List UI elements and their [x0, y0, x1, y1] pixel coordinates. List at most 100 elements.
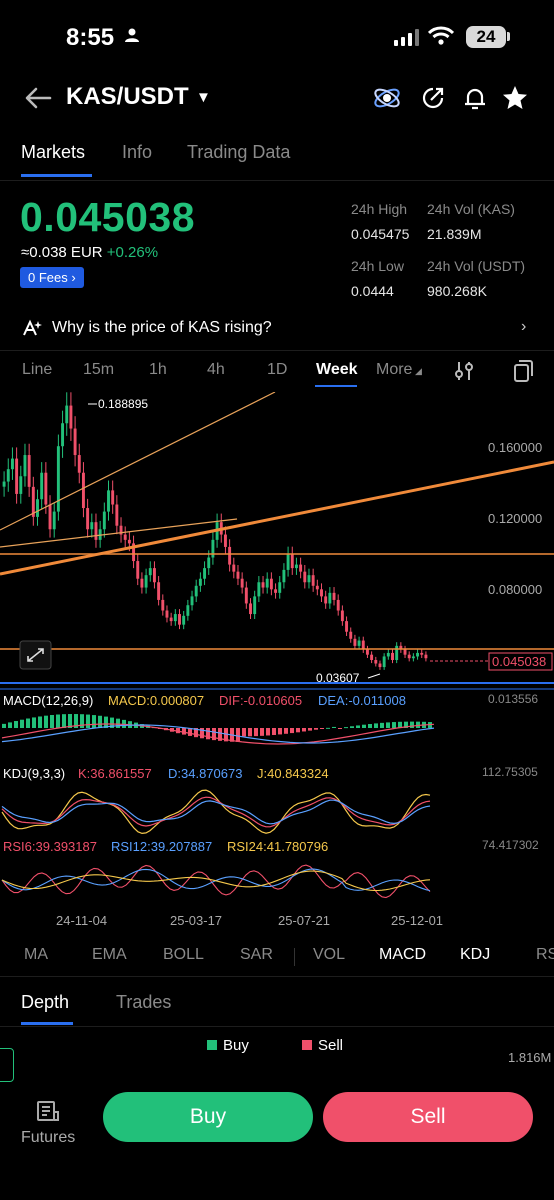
macd-bar [344, 727, 348, 729]
interval-underline [315, 385, 357, 387]
interval-bar: Line 15m 1h 4h 1D Week More ◢ [0, 355, 554, 391]
candle-body [203, 568, 207, 579]
candle-body [61, 423, 65, 447]
rsi-line [1, 870, 431, 892]
macd-bar [236, 728, 240, 742]
candle-body [161, 599, 165, 611]
interval-week[interactable]: Week [316, 361, 358, 378]
indicator-kdj[interactable]: KDJ [460, 946, 491, 963]
macd-bar [374, 723, 378, 728]
battery-tip [507, 32, 510, 41]
divider [0, 180, 554, 181]
candle-body [186, 605, 190, 616]
price-insight-bar[interactable]: Why is the price of KAS rising? › [0, 310, 554, 348]
candle-body [303, 571, 307, 583]
candle-body [236, 571, 240, 579]
copy-layout-icon[interactable] [512, 359, 534, 383]
candle-body [311, 575, 315, 586]
macd-bar [20, 719, 24, 728]
tab-markets[interactable]: Markets [21, 142, 86, 162]
macd-bar [248, 728, 252, 737]
indicator-macd[interactable]: MACD [379, 946, 427, 963]
kdj-d: D:34.870673 [168, 766, 242, 781]
interval-15m[interactable]: 15m [83, 361, 115, 378]
interval-4h[interactable]: 4h [207, 361, 225, 378]
futures-label[interactable]: Futures [21, 1129, 76, 1146]
divider [0, 976, 554, 977]
rsi12: RSI12:39.207887 [111, 839, 212, 854]
vol-usdt-label: 24h Vol (USDT) [427, 258, 526, 274]
macd-bar [350, 726, 354, 728]
indicator-rsi[interactable]: RS [536, 946, 554, 963]
trendline [0, 391, 276, 531]
macd-bar [116, 718, 120, 728]
candle-body [416, 652, 420, 657]
share-icon[interactable] [418, 83, 448, 113]
price-axis-label: 0.120000 [488, 511, 542, 526]
high-value: 0.045475 [351, 226, 410, 242]
buy-button[interactable]: Buy [103, 1092, 313, 1142]
price-change: +0.26% [106, 244, 159, 261]
sell-button[interactable]: Sell [323, 1092, 533, 1142]
candle-body [190, 596, 194, 606]
kdj-scale: 112.75305 [482, 765, 538, 779]
pair-title[interactable]: KAS/USDT [66, 83, 189, 110]
tab-info[interactable]: Info [122, 142, 153, 162]
price-chart[interactable]: 0.160000 0.120000 0.080000 0.188895 0.03… [0, 391, 554, 934]
macd-bar [14, 721, 18, 728]
candle-body [420, 652, 424, 655]
candle-body [65, 405, 69, 424]
macd-bar [242, 728, 246, 737]
macd-bar [278, 728, 282, 735]
bell-icon[interactable] [460, 83, 490, 113]
futures-icon[interactable] [36, 1100, 60, 1122]
interval-line[interactable]: Line [22, 361, 53, 378]
macd-bar [32, 717, 36, 728]
tab-trades[interactable]: Trades [116, 992, 172, 1012]
star-icon[interactable] [500, 83, 530, 113]
macd-bar [410, 721, 414, 728]
fees-badge[interactable]: 0 Fees › [20, 267, 84, 288]
indicator-settings-icon[interactable] [454, 360, 474, 382]
candle-body [73, 428, 77, 456]
rsi24: RSI24:41.780796 [227, 839, 328, 854]
candle-body [395, 645, 399, 660]
macd-dif-line [1, 723, 435, 745]
tab-trading-data[interactable]: Trading Data [187, 142, 291, 162]
header: KAS/USDT ▼ [0, 76, 554, 120]
candle-body [336, 599, 340, 611]
chevron-down-icon[interactable]: ▼ [196, 89, 211, 106]
divider [294, 948, 295, 966]
tab-depth[interactable]: Depth [21, 992, 70, 1012]
macd-bar [254, 728, 258, 737]
indicator-ema[interactable]: EMA [92, 946, 127, 963]
candle-body [257, 582, 261, 597]
indicator-sar[interactable]: SAR [240, 946, 273, 963]
legend-sell-label: Sell [318, 1037, 344, 1054]
candle-body [44, 472, 48, 505]
interval-1d[interactable]: 1D [267, 361, 288, 378]
macd-bar [182, 728, 186, 735]
high-label: 24h High [351, 201, 408, 217]
low-marker: 0.03607 [316, 671, 360, 685]
ai-assistant-icon[interactable] [372, 83, 402, 113]
macd-bar [68, 714, 72, 728]
indicator-ma[interactable]: MA [24, 946, 48, 963]
candle-body [90, 522, 94, 530]
expand-icon[interactable] [19, 640, 52, 670]
macd-bar [290, 728, 294, 734]
indicator-vol[interactable]: VOL [313, 946, 346, 963]
macd-value: MACD:0.000807 [108, 693, 204, 708]
buy-swatch [207, 1040, 217, 1050]
back-arrow-icon[interactable] [24, 84, 52, 112]
interval-more[interactable]: More ◢ [376, 361, 422, 379]
candle-body [19, 476, 23, 494]
candle-body [223, 534, 227, 547]
macd-bar [314, 728, 318, 730]
chevron-right-icon: › [521, 318, 527, 335]
candle-body [386, 652, 390, 657]
interval-1h[interactable]: 1h [149, 361, 167, 378]
indicator-boll[interactable]: BOLL [163, 946, 204, 963]
candle-body [169, 617, 173, 622]
candle-body [173, 614, 177, 622]
